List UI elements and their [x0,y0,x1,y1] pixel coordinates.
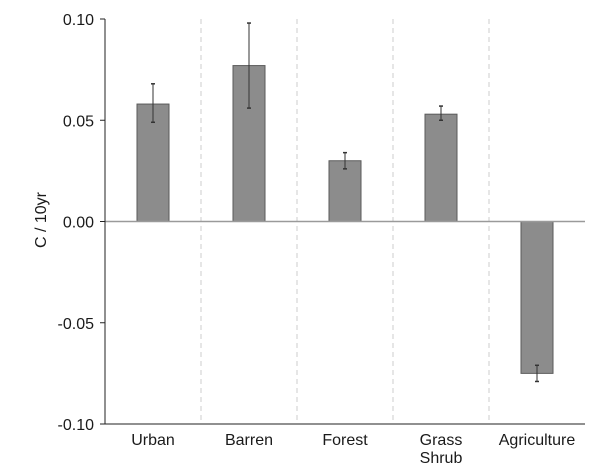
x-category-label: Urban [131,432,175,449]
error-bar [247,22,251,109]
x-category-label: Barren [225,432,273,449]
bars-group [136,65,554,374]
x-category-label: Grass Shrub [420,432,463,467]
y-tick-label: 0.05 [63,113,94,130]
bar [136,103,170,222]
y-axis-title: C / 10yr [33,191,50,248]
y-tick-label: -0.05 [58,316,95,333]
y-tick-label: 0.00 [63,215,94,232]
error-bar [439,105,443,121]
y-tick-label: 0.10 [63,12,94,29]
y-ticks-group: 0.10 0.05 0.00 -0.05 -0.10 [58,12,105,434]
x-labels-group: Urban Barren Forest Grass Shrub Agriculture [131,432,575,467]
bar [328,160,362,222]
error-bar [151,83,155,124]
bar [424,113,458,222]
error-bar [343,151,347,170]
error-bar [535,364,539,383]
x-category-label: Forest [322,432,368,449]
error-bars-group [151,22,539,383]
x-category-label: Agriculture [499,432,576,449]
y-tick-label: -0.10 [58,417,95,434]
bar [520,221,554,374]
